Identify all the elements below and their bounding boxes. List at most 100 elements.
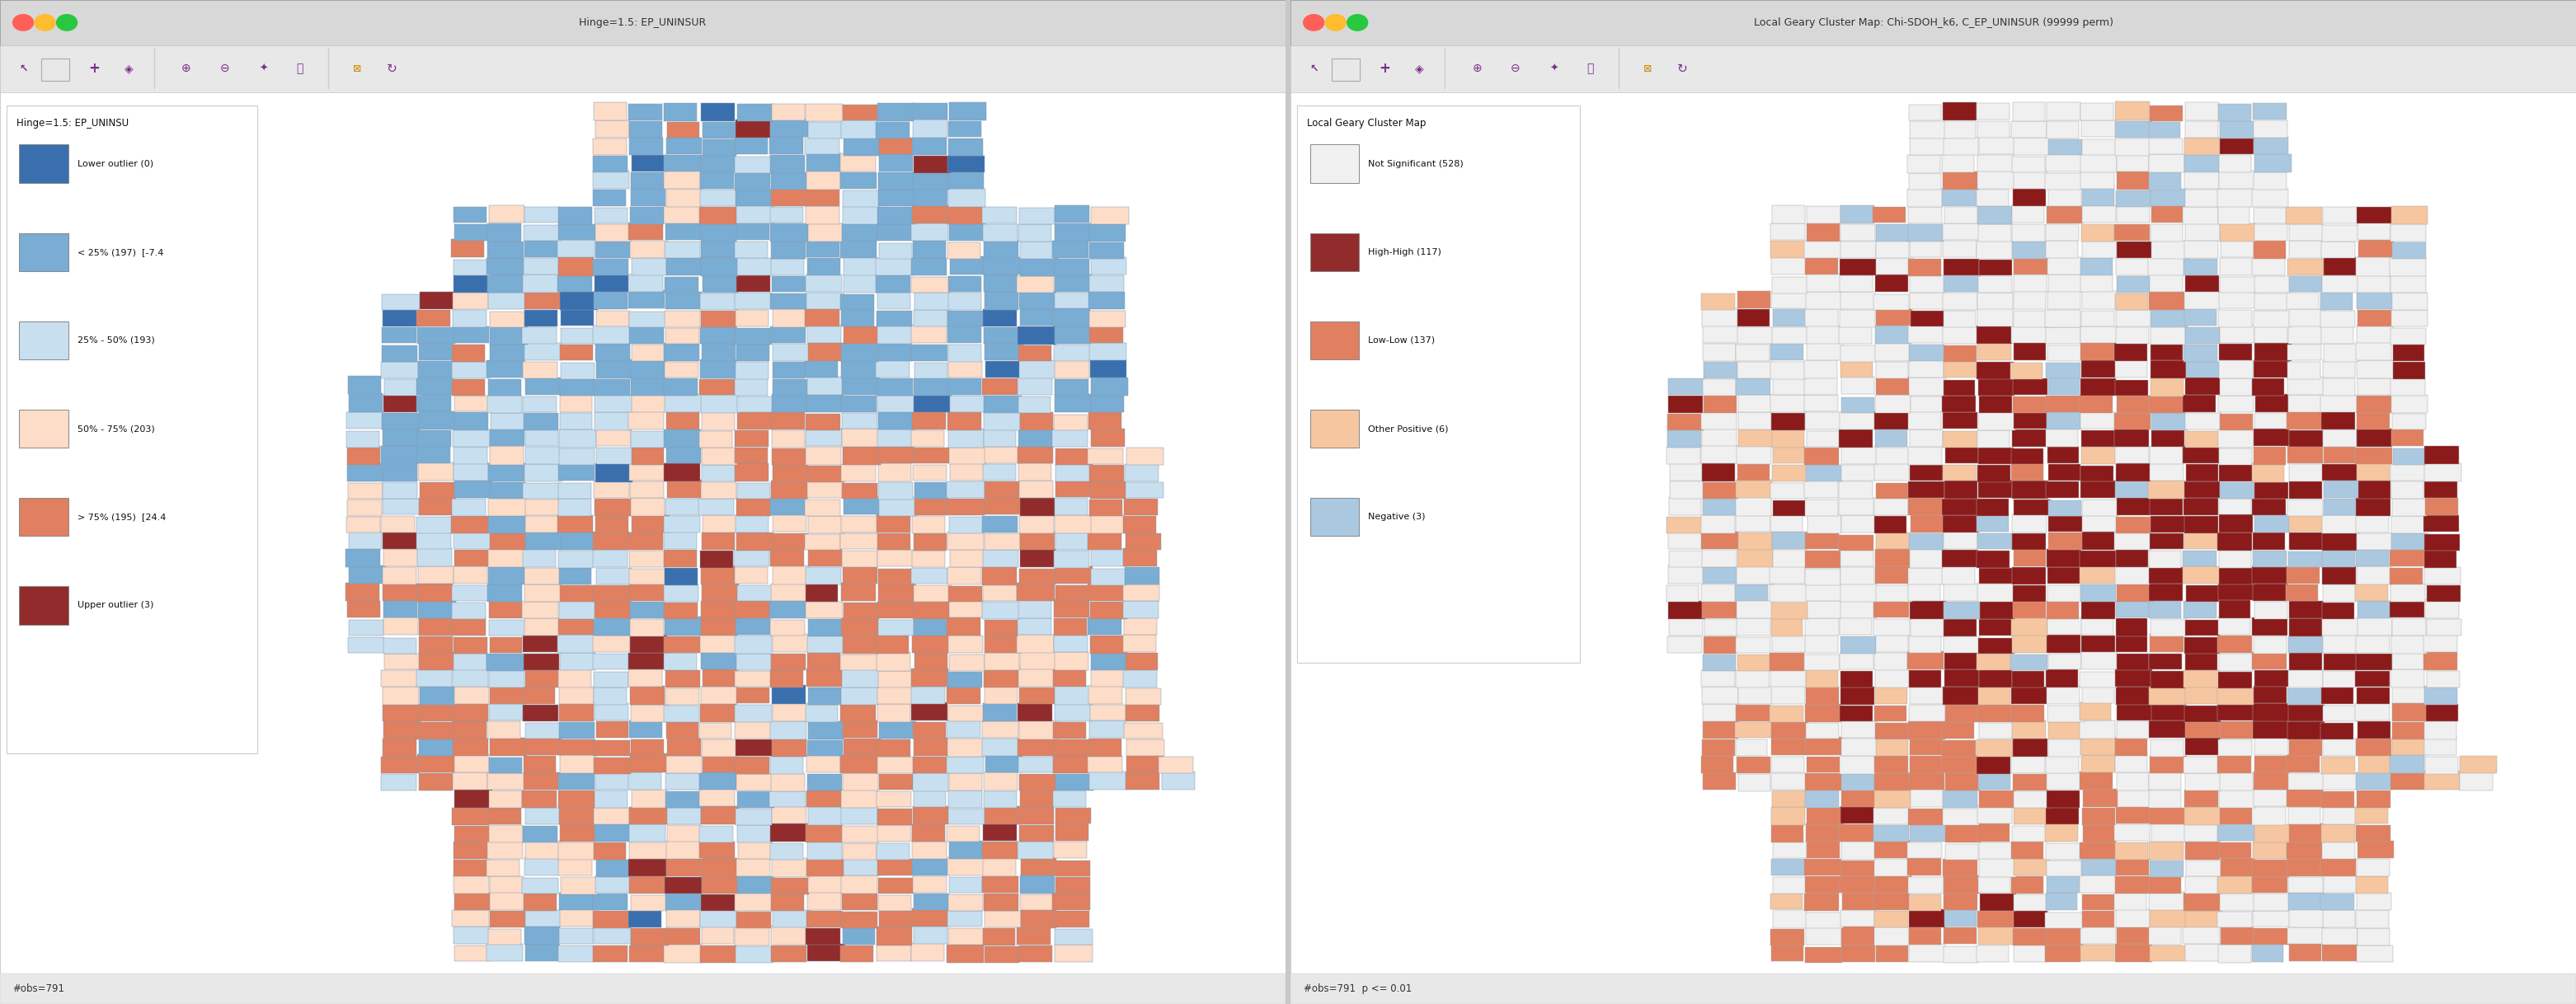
Bar xyxy=(559,722,595,739)
Bar xyxy=(2148,720,2187,738)
Bar xyxy=(1803,655,1839,671)
Bar xyxy=(914,293,953,310)
Bar xyxy=(806,534,840,550)
Bar xyxy=(2321,515,2360,533)
Bar xyxy=(2221,120,2257,139)
Bar xyxy=(984,327,1020,344)
Bar xyxy=(2048,722,2084,739)
Bar xyxy=(1054,326,1092,344)
Bar xyxy=(912,687,945,704)
Bar xyxy=(1772,206,1806,224)
Bar xyxy=(667,121,701,138)
Bar xyxy=(1842,841,1875,859)
Bar xyxy=(2324,928,2357,945)
Bar xyxy=(734,567,768,584)
Bar xyxy=(453,687,489,704)
Bar xyxy=(2048,412,2081,430)
Bar xyxy=(487,275,526,293)
Bar xyxy=(2184,824,2221,841)
Bar xyxy=(1842,465,1875,481)
Bar xyxy=(2218,310,2251,327)
Bar xyxy=(1700,293,1736,310)
Bar xyxy=(1054,599,1090,617)
Circle shape xyxy=(1303,15,1324,30)
Bar xyxy=(2079,703,2112,721)
Bar xyxy=(1806,465,1842,481)
Bar xyxy=(737,825,773,842)
Bar xyxy=(453,259,492,275)
Bar xyxy=(2045,912,2081,928)
Bar xyxy=(453,927,489,944)
Bar xyxy=(2182,566,2221,584)
Bar xyxy=(2151,910,2187,928)
Bar xyxy=(2079,103,2112,120)
Bar xyxy=(773,565,809,584)
Bar xyxy=(981,379,1018,396)
Bar xyxy=(806,360,837,378)
Bar xyxy=(629,654,667,670)
Bar xyxy=(417,670,451,687)
Bar xyxy=(592,259,629,275)
Bar xyxy=(526,857,559,875)
Bar xyxy=(806,395,842,412)
Bar xyxy=(840,516,878,532)
Text: 25% - 50% (193): 25% - 50% (193) xyxy=(77,336,155,344)
Bar xyxy=(595,395,631,413)
Bar xyxy=(1875,326,1909,343)
Bar xyxy=(1772,413,1806,431)
Bar xyxy=(1056,481,1092,497)
Bar xyxy=(2287,567,2318,583)
Bar xyxy=(770,722,806,739)
Bar xyxy=(595,464,631,482)
Bar xyxy=(2048,500,2081,516)
Bar xyxy=(665,328,701,344)
Bar xyxy=(1090,568,1126,585)
Bar xyxy=(559,585,595,602)
Bar xyxy=(2324,654,2357,670)
Bar xyxy=(842,635,878,654)
Bar xyxy=(1942,740,1976,757)
Bar xyxy=(2048,686,2079,704)
Bar xyxy=(737,412,773,429)
Bar xyxy=(595,102,626,120)
Bar xyxy=(665,602,698,618)
Bar xyxy=(840,172,876,189)
Bar xyxy=(417,517,453,533)
Bar xyxy=(526,516,564,533)
Bar xyxy=(1739,655,1770,671)
Bar xyxy=(701,806,739,824)
Bar xyxy=(806,790,842,807)
Bar xyxy=(559,394,592,412)
Bar xyxy=(631,258,667,275)
Bar xyxy=(487,258,523,275)
Bar xyxy=(665,530,696,549)
Bar xyxy=(348,565,386,584)
Bar xyxy=(1090,412,1121,430)
Bar xyxy=(559,224,598,240)
Bar xyxy=(592,740,631,756)
Bar xyxy=(981,739,1018,755)
Bar xyxy=(1806,790,1839,808)
Bar xyxy=(1123,499,1157,515)
Bar xyxy=(523,225,562,241)
Bar xyxy=(2184,171,2218,189)
Bar xyxy=(595,721,629,738)
Bar xyxy=(1772,944,1803,961)
Bar xyxy=(734,705,770,722)
Bar xyxy=(665,102,698,120)
Bar xyxy=(773,449,806,465)
Bar xyxy=(489,311,526,327)
Bar xyxy=(878,569,914,585)
Bar xyxy=(523,705,559,721)
Bar xyxy=(2357,396,2393,413)
Bar xyxy=(948,945,984,963)
Bar xyxy=(2254,738,2287,755)
Bar xyxy=(2357,533,2393,549)
Bar xyxy=(348,637,384,653)
Bar xyxy=(1976,361,2014,379)
Bar xyxy=(1942,566,1976,584)
Bar xyxy=(592,585,631,601)
Bar xyxy=(737,585,773,601)
Bar xyxy=(1976,102,2009,119)
Bar xyxy=(1942,790,1978,808)
